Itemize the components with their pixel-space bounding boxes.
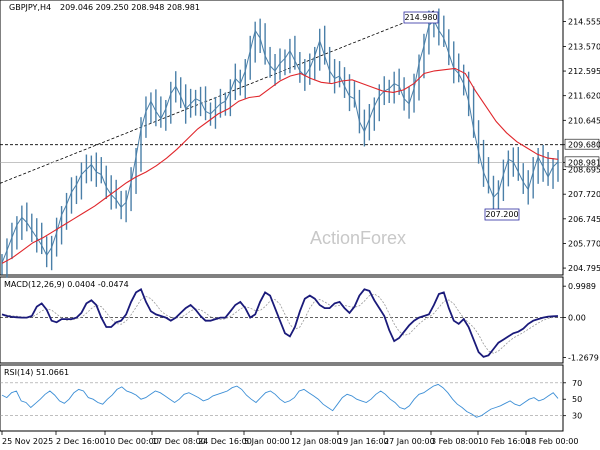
price-tick-label: 212.595 bbox=[568, 67, 600, 76]
price-tick-label: 213.570 bbox=[568, 42, 600, 51]
price-series-group: 214.980 207.200 bbox=[0, 8, 563, 278]
trend-line bbox=[0, 10, 435, 184]
price-tick-label: 214.555 bbox=[568, 18, 600, 27]
price-tick-label: 208.981 bbox=[568, 158, 600, 167]
price-close-line bbox=[1, 19, 559, 264]
level-tag bbox=[564, 138, 600, 150]
ohlc-readout: 209.046 209.250 208.948 208.981 bbox=[60, 3, 200, 12]
price-tick-label: 211.620 bbox=[568, 92, 600, 101]
svg-text:214.980: 214.980 bbox=[404, 13, 437, 22]
rsi-series-group: 70 50 30 bbox=[0, 379, 582, 421]
time-tick-label: 2 Dec 16:00 bbox=[56, 437, 105, 446]
low-annotation: 207.200 bbox=[484, 208, 520, 221]
macd-line bbox=[1, 287, 559, 358]
price-tick-label: 209.680 bbox=[568, 141, 600, 150]
price-tick-label: 206.745 bbox=[568, 215, 600, 224]
macd-panel-frame bbox=[0, 276, 564, 364]
price-tick-label: 207.720 bbox=[568, 190, 600, 199]
price-tick-label: 210.645 bbox=[568, 116, 600, 125]
macd-tick-label: 0.9989 bbox=[568, 282, 596, 291]
macd-tick-label: -1.2679 bbox=[568, 353, 599, 362]
rsi-tick-label: 70 bbox=[572, 379, 582, 388]
macd-series-group: 0.9989 0.00 -1.2679 bbox=[0, 282, 599, 362]
watermark: ActionForex bbox=[310, 228, 406, 248]
time-tick-label: 25 Nov 2025 bbox=[2, 437, 53, 446]
time-tick-label: 10 Dec 00:00 bbox=[105, 437, 159, 446]
symbol-title: GBPJPY,H4 bbox=[9, 3, 51, 12]
macd-tick-label: 0.00 bbox=[568, 314, 586, 323]
time-tick-label: 12 Jan 08:00 bbox=[291, 437, 342, 446]
time-tick-label: 3 Feb 08:00 bbox=[431, 437, 478, 446]
time-tick-label: 27 Jan 00:00 bbox=[384, 437, 435, 446]
time-tick-label: 10 Feb 16:00 bbox=[478, 437, 530, 446]
macd-title: MACD(12,26,9) 0.0404 -0.0474 bbox=[4, 280, 129, 289]
price-panel-frame bbox=[0, 0, 564, 276]
rsi-tick-label: 50 bbox=[572, 395, 582, 404]
rsi-title: RSI(14) 51.0661 bbox=[4, 368, 69, 377]
macd-signal-line bbox=[1, 293, 559, 354]
time-tick-label: 5 Jan 00:00 bbox=[244, 437, 290, 446]
price-tick-label: 208.695 bbox=[568, 166, 600, 175]
price-axis: 214.555 213.570 212.595 211.620 210.645 209.6… bbox=[563, 18, 600, 273]
price-tick-label: 205.770 bbox=[568, 239, 600, 248]
time-tick-label: 17 Dec 08:00 bbox=[152, 437, 206, 446]
moving-average-line bbox=[1, 67, 559, 264]
svg-text:207.200: 207.200 bbox=[485, 210, 518, 219]
rsi-panel-frame bbox=[0, 364, 564, 432]
high-annotation: 214.980 bbox=[403, 11, 439, 24]
time-tick-label: 24 Dec 16:00 bbox=[198, 437, 252, 446]
rsi-line bbox=[1, 383, 559, 418]
time-tick-label: 19 Jan 16:00 bbox=[338, 437, 389, 446]
price-tick-label: 204.795 bbox=[568, 264, 600, 273]
time-tick-label: 18 Feb 00:00 bbox=[526, 437, 578, 446]
current-price-tag bbox=[564, 156, 600, 168]
rsi-tick-label: 30 bbox=[572, 412, 582, 421]
